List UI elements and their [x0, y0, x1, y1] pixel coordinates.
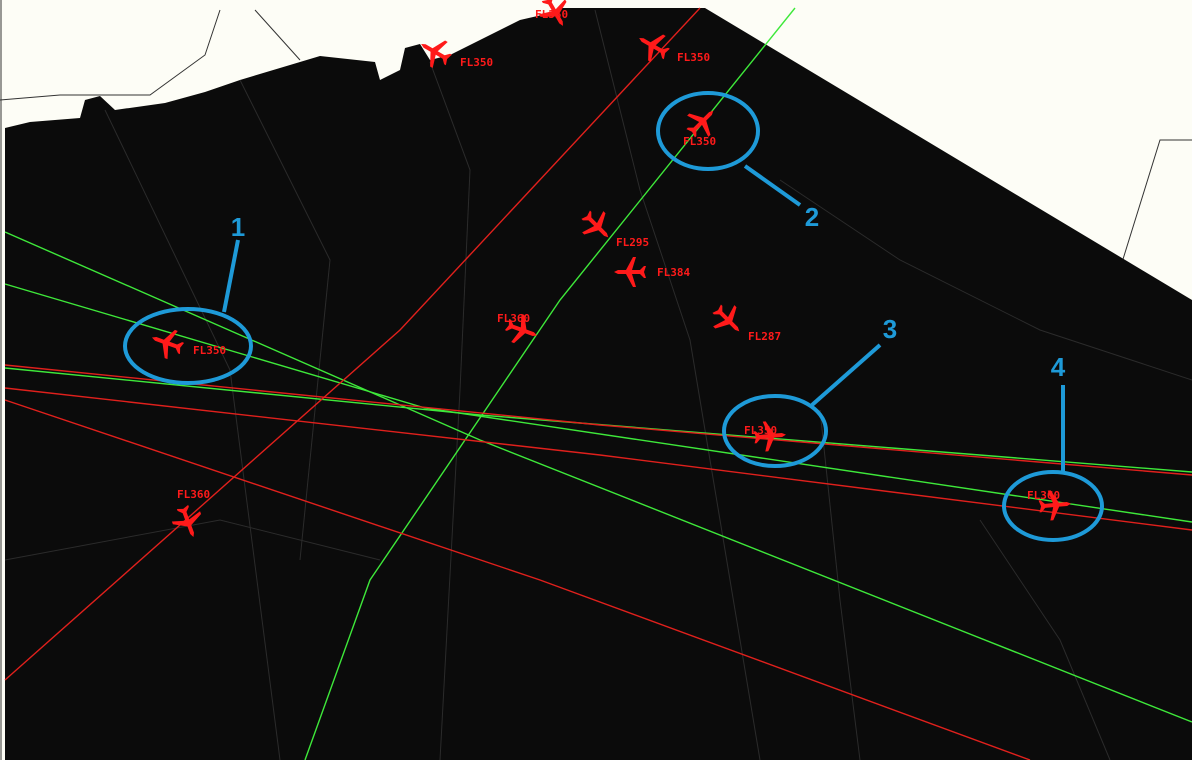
airplane-icon	[581, 210, 609, 238]
red-route	[4, 399, 1031, 760]
callout-leader	[743, 164, 802, 207]
aircraft[interactable]: FL350	[632, 25, 710, 67]
red-route	[4, 364, 1192, 476]
aircraft[interactable]: FL350	[680, 100, 724, 148]
flight-level-label: FL287	[748, 330, 781, 343]
airplane-icon	[686, 110, 714, 138]
airplane-icon	[421, 40, 452, 68]
airplane-icon	[614, 257, 646, 287]
airplane-icon	[639, 34, 670, 62]
green-route	[4, 367, 1192, 473]
sector-boundaries	[4, 9, 1192, 760]
flight-level-label: FL350	[744, 424, 777, 437]
airplane-icon	[171, 504, 202, 538]
aircraft[interactable]: FL350	[147, 323, 226, 362]
callout-marker: 2	[656, 91, 819, 232]
flight-level-label: FL350	[683, 135, 716, 148]
airplane-icon	[753, 421, 786, 452]
aircraft[interactable]: FL350	[414, 31, 493, 73]
aircraft[interactable]: FL350	[534, 0, 576, 33]
callout-ellipse	[656, 91, 760, 171]
flight-level-label: FL350	[460, 56, 493, 69]
flight-level-label: FL350	[193, 344, 226, 357]
flight-level-label: FL360	[497, 312, 530, 325]
aircraft[interactable]: FL360	[168, 488, 210, 542]
callout-ellipse	[722, 394, 828, 468]
land-boundary	[0, 9, 221, 101]
airspace-sector	[5, 8, 1192, 760]
callout-marker: 1	[123, 212, 253, 385]
callout-number: 4	[1051, 352, 1066, 382]
route-lines	[4, 7, 1192, 760]
aircraft[interactable]: FL360	[497, 310, 542, 349]
callout-number: 1	[231, 212, 245, 242]
airplane-icon	[504, 313, 538, 344]
flight-level-label: FL360	[1027, 489, 1060, 502]
airplane-icon	[1038, 490, 1071, 521]
callout-marker: 4	[1002, 352, 1104, 542]
flight-level-label: FL350	[677, 51, 710, 64]
callout-ellipse	[1002, 470, 1104, 542]
callout-number: 2	[805, 202, 819, 232]
callout-ellipse	[123, 307, 253, 385]
aircraft[interactable]: FL287	[706, 298, 781, 343]
flight-level-label: FL360	[177, 488, 210, 501]
callout-marker: 3	[722, 314, 897, 468]
callout-leader	[810, 343, 882, 407]
red-route	[4, 387, 1192, 531]
flight-level-label: FL384	[657, 266, 690, 279]
aircraft-layer: FL350 FL350 FL350 FL350 FL295 FL384 FL287 FL360…	[147, 0, 1072, 542]
red-route	[4, 7, 701, 681]
land-boundary	[254, 9, 301, 61]
aircraft[interactable]: FL350	[744, 420, 787, 453]
airplane-icon	[539, 0, 567, 26]
aircraft[interactable]: FL295	[575, 204, 649, 249]
airplane-icon	[712, 304, 740, 332]
land-boundary	[1114, 139, 1192, 286]
airplane-icon	[151, 329, 185, 360]
green-route	[4, 231, 1192, 723]
flight-level-label: FL350	[535, 8, 568, 21]
callout-number: 3	[883, 314, 897, 344]
callout-layer: 1 2 3 4	[123, 91, 1104, 542]
callout-leader	[222, 239, 240, 313]
flight-level-label: FL295	[616, 236, 649, 249]
aircraft[interactable]: FL360	[1027, 489, 1072, 522]
aircraft[interactable]: FL384	[614, 257, 690, 287]
